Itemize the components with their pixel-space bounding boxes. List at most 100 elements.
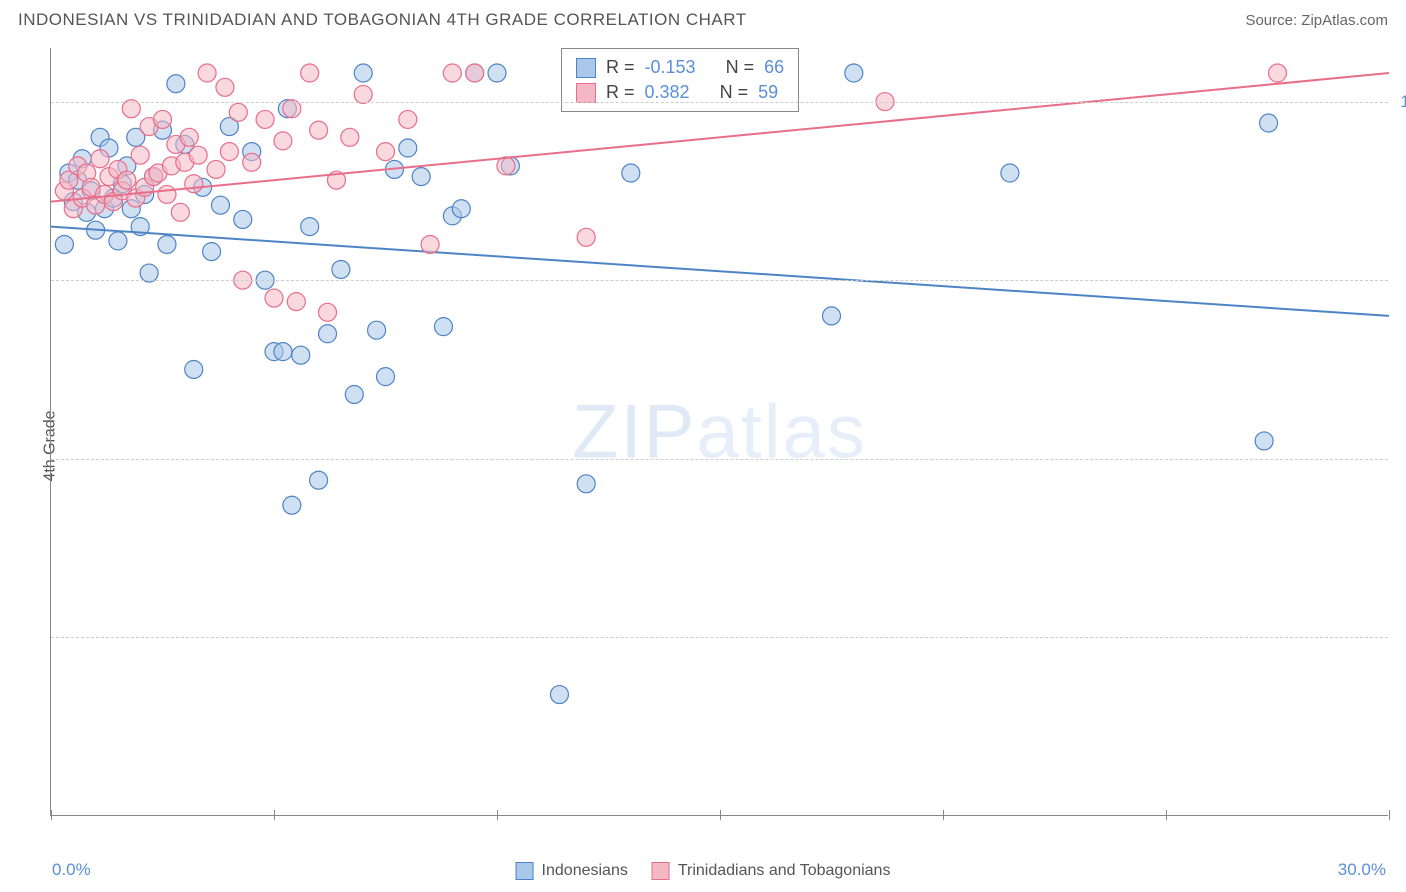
x-tick-max: 30.0% (1338, 860, 1386, 880)
n-value-2: 59 (758, 82, 778, 103)
data-point (216, 78, 234, 96)
data-point (211, 196, 229, 214)
x-tick (51, 810, 52, 820)
data-point (399, 110, 417, 128)
data-point (171, 203, 189, 221)
r-value-1: -0.153 (645, 57, 696, 78)
gridline-h (51, 459, 1388, 460)
x-tick (274, 810, 275, 820)
gridline-h (51, 637, 1388, 638)
data-point (91, 150, 109, 168)
data-point (283, 496, 301, 514)
data-point (154, 110, 172, 128)
data-point (185, 360, 203, 378)
data-point (341, 128, 359, 146)
scatter-svg (51, 48, 1388, 815)
data-point (167, 75, 185, 93)
legend-swatch-indonesians (516, 862, 534, 880)
data-point (131, 146, 149, 164)
data-point (301, 218, 319, 236)
data-point (310, 471, 328, 489)
r-label: R = (606, 82, 635, 103)
legend-item-indonesians: Indonesians (516, 862, 628, 880)
legend-label-2: Trinidadians and Tobagonians (678, 862, 891, 880)
data-point (265, 289, 283, 307)
data-point (310, 121, 328, 139)
stats-swatch-indonesians (576, 58, 596, 78)
data-point (229, 103, 247, 121)
bottom-legend: Indonesians Trinidadians and Tobagonians (516, 862, 891, 880)
data-point (207, 160, 225, 178)
data-point (203, 243, 221, 261)
data-point (234, 210, 252, 228)
data-point (550, 686, 568, 704)
n-label: N = (726, 57, 755, 78)
data-point (1269, 64, 1287, 82)
data-point (399, 139, 417, 157)
data-point (577, 475, 595, 493)
x-tick-min: 0.0% (52, 860, 91, 880)
data-point (1260, 114, 1278, 132)
data-point (274, 343, 292, 361)
data-point (158, 235, 176, 253)
data-point (1001, 164, 1019, 182)
data-point (466, 64, 484, 82)
trend-line (51, 227, 1389, 316)
data-point (118, 171, 136, 189)
x-tick (943, 810, 944, 820)
data-point (292, 346, 310, 364)
data-point (109, 232, 127, 250)
r-value-2: 0.382 (645, 82, 690, 103)
data-point (220, 143, 238, 161)
data-point (274, 132, 292, 150)
data-point (256, 110, 274, 128)
data-point (1255, 432, 1273, 450)
data-point (180, 128, 198, 146)
x-tick (720, 810, 721, 820)
x-tick (497, 810, 498, 820)
data-point (434, 318, 452, 336)
data-point (497, 157, 515, 175)
legend-swatch-trinidadians (652, 862, 670, 880)
source-label: Source: ZipAtlas.com (1245, 12, 1388, 29)
data-point (443, 64, 461, 82)
data-point (823, 307, 841, 325)
data-point (845, 64, 863, 82)
data-point (198, 64, 216, 82)
data-point (577, 228, 595, 246)
gridline-h (51, 102, 1388, 103)
data-point (354, 64, 372, 82)
data-point (452, 200, 470, 218)
data-point (622, 164, 640, 182)
n-value-1: 66 (764, 57, 784, 78)
data-point (301, 64, 319, 82)
stats-row-1: R = -0.153 N = 66 (576, 55, 784, 80)
chart-title: INDONESIAN VS TRINIDADIAN AND TOBAGONIAN… (18, 10, 747, 30)
data-point (319, 303, 337, 321)
data-point (189, 146, 207, 164)
data-point (421, 235, 439, 253)
x-tick (1166, 810, 1167, 820)
data-point (287, 293, 305, 311)
data-point (377, 143, 395, 161)
data-point (377, 368, 395, 386)
data-point (55, 235, 73, 253)
data-point (319, 325, 337, 343)
r-label: R = (606, 57, 635, 78)
data-point (332, 260, 350, 278)
data-point (243, 153, 261, 171)
legend-item-trinidadians: Trinidadians and Tobagonians (652, 862, 891, 880)
data-point (158, 185, 176, 203)
data-point (185, 175, 203, 193)
data-point (488, 64, 506, 82)
x-tick (1389, 810, 1390, 820)
data-point (368, 321, 386, 339)
y-tick-label: 100.0% (1400, 92, 1406, 112)
stats-swatch-trinidadians (576, 83, 596, 103)
data-point (345, 385, 363, 403)
chart-plot-area: R = -0.153 N = 66 R = 0.382 N = 59 ZIPat… (50, 48, 1388, 816)
n-label: N = (720, 82, 749, 103)
legend-label-1: Indonesians (542, 862, 628, 880)
gridline-h (51, 280, 1388, 281)
data-point (412, 168, 430, 186)
